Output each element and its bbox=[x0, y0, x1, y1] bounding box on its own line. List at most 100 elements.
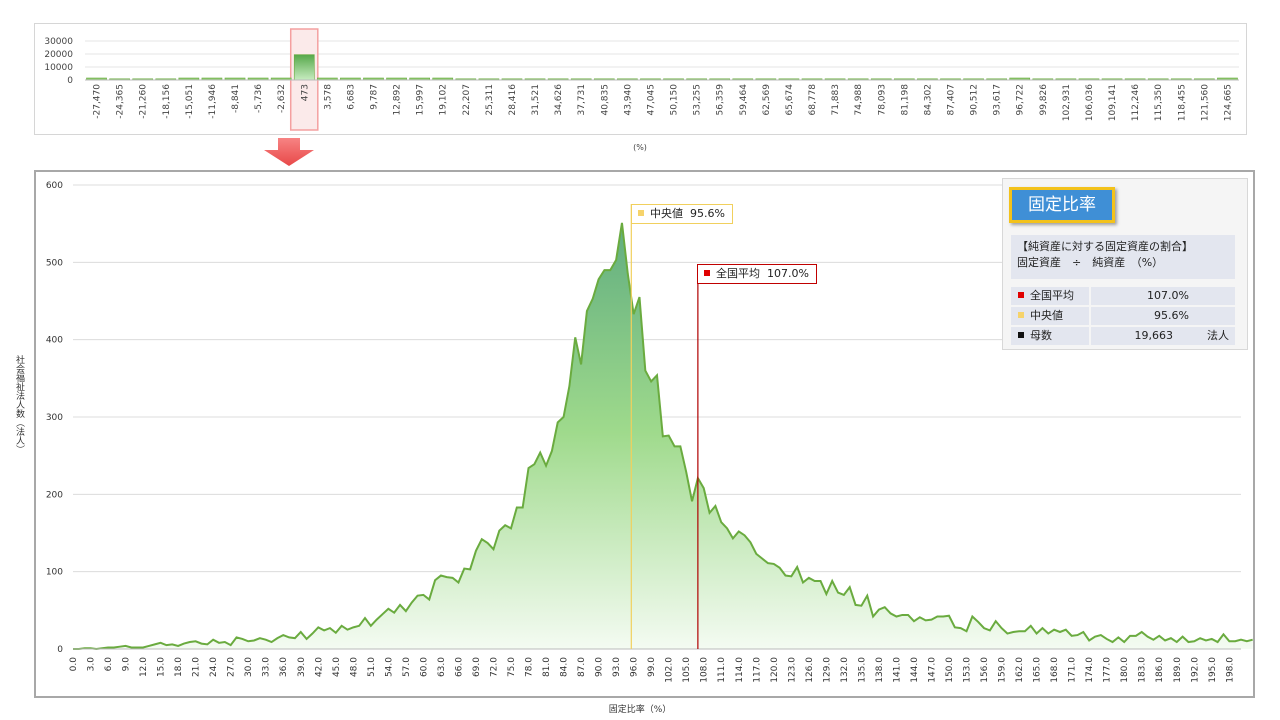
overview-x-axis-label: (%) bbox=[633, 143, 647, 152]
y-tick-label: 10000 bbox=[44, 63, 73, 73]
legend-row-median: 中央値 95.6% bbox=[1011, 307, 1235, 325]
x-tick-label: 195.0 bbox=[1208, 657, 1218, 683]
x-tick-label: 75.0 bbox=[507, 657, 517, 677]
legend-row-value: 95.6% bbox=[1091, 307, 1235, 325]
legend-description: 【純資産に対する固定資産の割合】 固定資産 ÷ 純資産 （%） bbox=[1011, 235, 1235, 279]
x-tick-label: 15,997 bbox=[416, 84, 426, 116]
x-tick-label: 59,464 bbox=[739, 84, 749, 116]
x-tick-label: 18.0 bbox=[174, 657, 184, 677]
x-tick-label: 33.0 bbox=[262, 657, 272, 677]
x-tick-label: 72.0 bbox=[489, 657, 499, 677]
x-tick-label: 102.0 bbox=[665, 657, 675, 683]
x-tick-label: 132.0 bbox=[840, 657, 850, 683]
x-tick-label: -8,841 bbox=[231, 84, 241, 113]
x-tick-label: 30.0 bbox=[244, 657, 254, 677]
x-tick-label: 93,617 bbox=[993, 84, 1003, 116]
x-tick-label: 63.0 bbox=[437, 657, 447, 677]
y-tick-label: 500 bbox=[46, 258, 63, 268]
x-tick-label: 123.0 bbox=[787, 657, 797, 683]
x-tick-label: 192.0 bbox=[1190, 657, 1200, 683]
x-tick-label: 147.0 bbox=[927, 657, 937, 683]
x-tick-label: 114.0 bbox=[735, 657, 745, 683]
y-tick-label: 30000 bbox=[44, 37, 73, 47]
x-tick-label: 34,626 bbox=[554, 84, 564, 116]
median-square-icon bbox=[1018, 312, 1024, 318]
x-tick-label: 47,045 bbox=[646, 84, 656, 116]
x-tick-label: -2,632 bbox=[277, 84, 287, 113]
x-tick-label: 186.0 bbox=[1155, 657, 1165, 683]
x-tick-label: 6.0 bbox=[104, 657, 114, 672]
x-tick-label: 108.0 bbox=[700, 657, 710, 683]
x-tick-label: 138.0 bbox=[875, 657, 885, 683]
y-tick-label: 200 bbox=[46, 490, 63, 500]
x-tick-label: 78,093 bbox=[877, 84, 887, 116]
mean-callout: 全国平均 107.0% bbox=[697, 264, 817, 284]
x-tick-label: 68,778 bbox=[808, 84, 818, 116]
x-tick-label: 81,198 bbox=[900, 84, 910, 116]
x-tick-label: 96.0 bbox=[630, 657, 640, 677]
legend-row-count: 母数 19,663 法人 bbox=[1011, 327, 1235, 345]
x-tick-label: 24.0 bbox=[209, 657, 219, 677]
x-tick-label: 171.0 bbox=[1068, 657, 1078, 683]
legend-description-line2: 固定資産 ÷ 純資産 （%） bbox=[1017, 256, 1164, 269]
x-tick-label: 473 bbox=[300, 84, 310, 101]
y-tick-label: 0 bbox=[57, 645, 63, 655]
x-tick-label: 129.0 bbox=[822, 657, 832, 683]
count-square-icon bbox=[1018, 332, 1024, 338]
y-axis-title: 社会福祉法人数（法人） bbox=[14, 355, 24, 454]
x-tick-label: 159.0 bbox=[998, 657, 1008, 683]
x-tick-label: 37,731 bbox=[577, 84, 587, 116]
y-tick-label: 600 bbox=[46, 181, 63, 191]
y-tick-label: 0 bbox=[67, 76, 73, 86]
count-unit: 法人 bbox=[1207, 329, 1229, 342]
x-tick-label: 66.0 bbox=[454, 657, 464, 677]
x-tick-label: 42.0 bbox=[314, 657, 324, 677]
y-tick-label: 300 bbox=[46, 413, 63, 423]
x-tick-label: 12,892 bbox=[393, 84, 403, 116]
x-tick-label: 180.0 bbox=[1120, 657, 1130, 683]
mean-callout-label: 全国平均 bbox=[716, 267, 760, 280]
y-tick-label: 100 bbox=[46, 568, 63, 578]
x-tick-label: 99.0 bbox=[647, 657, 657, 677]
x-axis-title: 固定比率（%） bbox=[608, 705, 672, 715]
x-tick-label: 115,350 bbox=[1154, 84, 1164, 121]
x-tick-label: 60.0 bbox=[419, 657, 429, 677]
distribution-area bbox=[73, 222, 1253, 649]
x-tick-label: 43,940 bbox=[623, 84, 633, 116]
x-tick-label: 96,722 bbox=[1016, 84, 1026, 116]
x-tick-label: 54.0 bbox=[384, 657, 394, 677]
x-tick-label: 168.0 bbox=[1050, 657, 1060, 683]
x-tick-label: 71,883 bbox=[831, 84, 841, 116]
x-tick-label: 56,359 bbox=[716, 84, 726, 116]
x-tick-label: 198.0 bbox=[1225, 657, 1235, 683]
overview-chart-panel: 30000 20000 10000 0 -27,470 -24,365 -21,260 -18… bbox=[34, 23, 1247, 135]
legend-box: 固定比率 【純資産に対する固定資産の割合】 固定資産 ÷ 純資産 （%） 全国平… bbox=[1002, 178, 1248, 350]
x-tick-label: 87,407 bbox=[947, 84, 957, 116]
x-tick-label: 21.0 bbox=[192, 657, 202, 677]
x-tick-label: 121,560 bbox=[1200, 84, 1210, 121]
x-tick-label: 45.0 bbox=[332, 657, 342, 677]
legend-row-label: 中央値 bbox=[1030, 309, 1063, 322]
x-tick-label: 69.0 bbox=[472, 657, 482, 677]
x-tick-label: 162.0 bbox=[1015, 657, 1025, 683]
distribution-line bbox=[73, 222, 1253, 651]
mean-square-icon bbox=[1018, 292, 1024, 298]
x-tick-label: 15.0 bbox=[157, 657, 167, 677]
x-tick-label: 9,787 bbox=[370, 84, 380, 110]
mean-callout-value: 107.0% bbox=[767, 267, 809, 280]
x-tick-label: 36.0 bbox=[279, 657, 289, 677]
mean-marker-icon bbox=[704, 270, 710, 276]
x-tick-label: 165.0 bbox=[1033, 657, 1043, 683]
overview-bar bbox=[293, 54, 315, 81]
legend-row-value: 107.0% bbox=[1091, 287, 1235, 305]
x-tick-label: 141.0 bbox=[892, 657, 902, 683]
x-tick-label: 135.0 bbox=[857, 657, 867, 683]
x-tick-label: -18,156 bbox=[162, 84, 172, 119]
median-callout-label: 中央値 bbox=[650, 207, 683, 220]
y-tick-label: 20000 bbox=[44, 50, 73, 60]
overview-chart: 30000 20000 10000 0 -27,470 -24,365 -21,260 -18… bbox=[44, 28, 1239, 131]
x-tick-label: 84.0 bbox=[560, 657, 570, 677]
x-tick-label: 27.0 bbox=[227, 657, 237, 677]
x-tick-label: 53,255 bbox=[693, 84, 703, 116]
x-tick-label: 0.0 bbox=[69, 657, 79, 672]
